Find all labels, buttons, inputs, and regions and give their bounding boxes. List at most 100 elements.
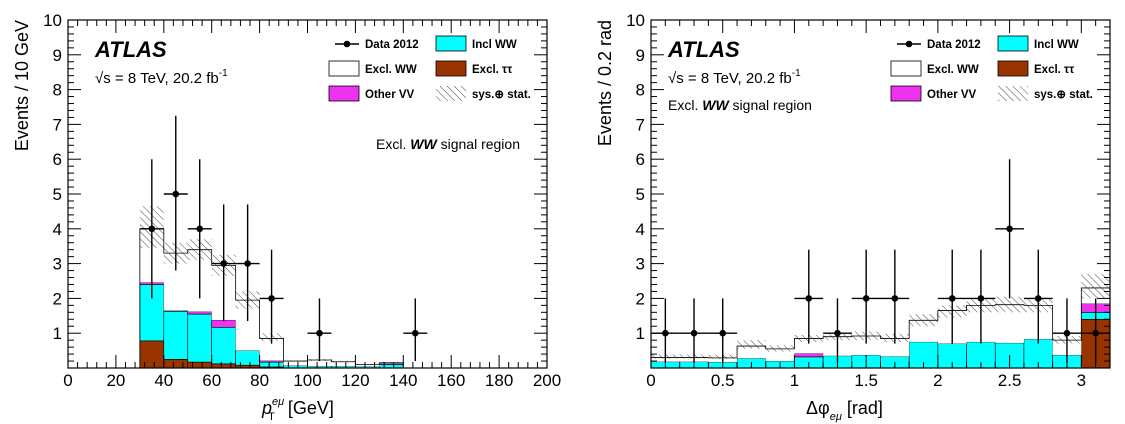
data-point-7 — [411, 329, 419, 337]
uncertainty-band-9 — [909, 314, 938, 327]
y-tick-label: 8 — [636, 81, 645, 100]
energy-text: √s = 8 TeV, 20.2 fb — [668, 70, 792, 87]
data-point-5 — [862, 295, 870, 302]
y-tick-label: 8 — [53, 81, 62, 100]
legend-data-label: Data 2012 — [365, 39, 419, 51]
y-tick-label: 2 — [636, 289, 645, 308]
data-point-12 — [1092, 329, 1099, 337]
energy-lumi-label: √s = 8 TeV, 20.2 fb-1 — [95, 68, 228, 87]
bar-exclww-5 — [259, 338, 284, 361]
bar-othervv-2 — [187, 311, 213, 315]
atlas-label: ATLAS — [94, 37, 167, 62]
x-tick-label: 200 — [533, 371, 561, 390]
legend-incl-ww-swatch — [997, 35, 1029, 52]
x-tick-label: 2 — [933, 371, 942, 390]
y-tick-label: 7 — [53, 115, 62, 134]
x-tick-label: 80 — [250, 371, 269, 390]
energy-lumi-label: √s = 8 TeV, 20.2 fb-1 — [668, 68, 801, 87]
legend-other-vv-swatch — [890, 85, 922, 102]
region-prefix: Excl. — [668, 97, 702, 113]
data-point-6 — [891, 295, 899, 302]
data-point-1 — [690, 329, 698, 337]
legend-excl-ww-swatch — [890, 60, 922, 77]
legend-incl-ww-label: Incl WW — [1034, 39, 1079, 51]
right-panel-dphi-emu: 1 2 3 4 5 6 7 8 9 10 0 0.5 1 1.5 2 2.5 3 Events / 0.2 rad… — [595, 11, 1111, 423]
uncertainty-band-4 — [765, 345, 795, 352]
x-tick-label: 0.5 — [711, 371, 735, 390]
x-axis-title-unit: [rad] — [842, 398, 883, 418]
data-point-7 — [948, 295, 956, 302]
y-tick-label: 4 — [53, 220, 62, 239]
data-point-3 — [805, 295, 813, 302]
bar-excl-1 — [163, 358, 189, 369]
data-point-10 — [1034, 295, 1042, 302]
legend-excl-tautau-swatch — [435, 60, 467, 77]
uncertainty-band-15 — [1081, 274, 1110, 299]
bar-exclww-6 — [283, 361, 308, 366]
y-tick-label: 5 — [53, 185, 62, 204]
data-point-8 — [977, 295, 985, 302]
x-tick-label: 0 — [646, 371, 655, 390]
bar-exclww-7 — [307, 359, 332, 367]
data-point-0 — [662, 329, 669, 337]
legend-excl-tautau-label: Excl. ττ — [1034, 64, 1074, 76]
bar-inclww-3 — [211, 326, 236, 365]
x-tick-label: 60 — [202, 371, 221, 390]
bar-excl-2 — [187, 361, 213, 369]
bar-inclww-5 — [259, 361, 284, 368]
y-tick-label: 2 — [53, 289, 62, 308]
y-tick-label: 1 — [53, 324, 62, 343]
data-point-0 — [148, 225, 156, 233]
region-suffix: signal region — [729, 97, 812, 113]
x-tick-label: 1 — [790, 371, 799, 390]
y-tick-label: 3 — [53, 255, 62, 274]
region-italic: WW — [410, 136, 438, 152]
region-prefix: Excl. — [376, 136, 410, 152]
bar-exclww-5 — [794, 338, 824, 354]
x-tick-label: 180 — [485, 371, 513, 390]
y-axis-title: Events / 10 GeV — [12, 20, 32, 151]
x-axis-title-main: Δφ — [806, 398, 830, 418]
data-point-4 — [834, 329, 841, 337]
legend-other-vv-label: Other VV — [927, 89, 977, 101]
region-suffix: signal region — [437, 136, 520, 152]
x-axis-title-super: eμ — [272, 396, 284, 408]
region-italic: WW — [702, 97, 730, 113]
bar-exclww-4 — [765, 348, 795, 362]
y-tick-label: 10 — [43, 11, 62, 30]
x-tick-label: 100 — [293, 371, 321, 390]
legend: Data 2012 Incl WW Excl. WW Excl. ττ Other VV… — [890, 35, 1093, 102]
legend-incl-ww-swatch — [435, 35, 467, 52]
x-axis-title-unit: [GeV] — [283, 398, 334, 418]
legend-sys-stat-label: sys.⊕ stat. — [472, 89, 531, 101]
data-point-1 — [172, 190, 180, 198]
bar-inclww-2 — [187, 313, 213, 363]
uncertainty-band-10 — [379, 361, 404, 364]
x-axis-title-sub: eμ — [830, 411, 842, 423]
atlas-label: ATLAS — [667, 37, 740, 62]
legend-excl-ww-label: Excl. WW — [927, 64, 979, 76]
x-tick-label: 2.5 — [998, 371, 1022, 390]
bar-inclww-4 — [235, 350, 260, 366]
legend-other-vv-swatch — [328, 85, 360, 102]
y-tick-label: 5 — [636, 185, 645, 204]
uncertainty-band-6 — [283, 360, 308, 362]
x-axis-title-sub: T — [268, 411, 275, 423]
data-point-11 — [1063, 329, 1071, 337]
data-point-3 — [220, 260, 227, 267]
x-axis-title: peμ T [GeV] — [261, 396, 334, 423]
legend-excl-tautau-label: Excl. ττ — [472, 64, 512, 76]
x-tick-label: 3 — [1077, 371, 1086, 390]
bar-exclww-8 — [331, 361, 356, 367]
bar-inclww-11 — [966, 341, 996, 369]
bar-exclww-7 — [851, 335, 881, 356]
legend-data-marker — [343, 40, 351, 48]
x-tick-label: 1.5 — [854, 371, 878, 390]
data-point-4 — [244, 260, 251, 267]
bar-exclww-4 — [235, 300, 260, 351]
energy-superscript: -1 — [792, 68, 801, 79]
y-tick-label: 10 — [626, 11, 645, 30]
y-tick-label: 4 — [636, 220, 645, 239]
y-tick-label: 6 — [636, 150, 645, 169]
